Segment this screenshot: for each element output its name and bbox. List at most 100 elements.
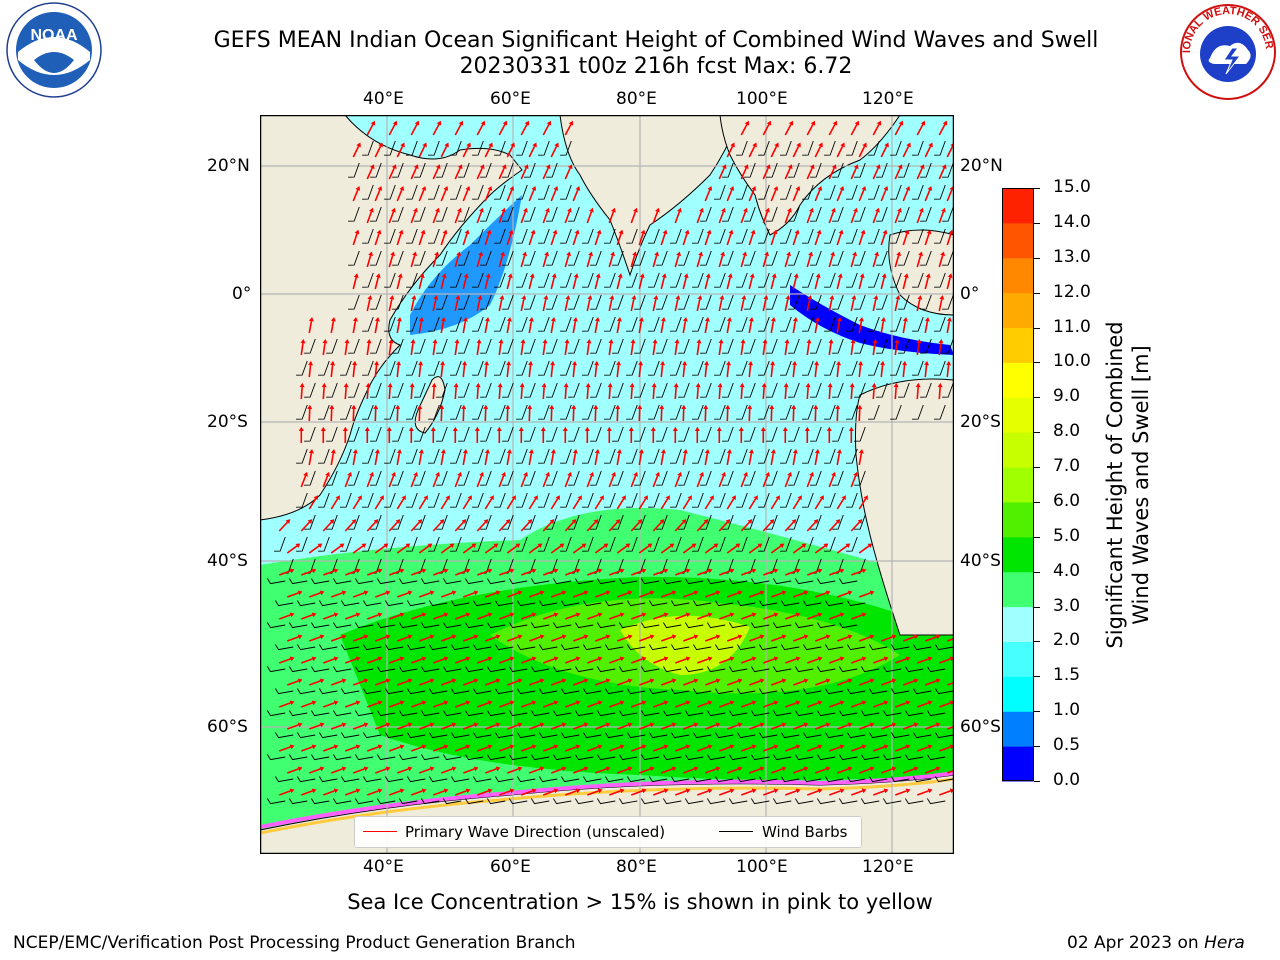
wave-arrow-head <box>869 678 875 684</box>
wave-direction-arrow <box>564 343 568 356</box>
wave-arrow-head <box>561 722 567 728</box>
wave-direction-arrow <box>704 680 717 686</box>
wave-arrow-head <box>673 382 679 388</box>
wind-barb <box>693 644 712 651</box>
wind-barb <box>854 382 866 398</box>
wind-barb <box>751 754 770 761</box>
wave-arrow-head <box>639 273 645 278</box>
colorbar-tick <box>1034 606 1040 608</box>
wave-direction-arrow <box>498 570 511 576</box>
wave-direction-arrow <box>902 277 907 290</box>
wave-direction-arrow <box>528 545 540 554</box>
wave-direction-arrow <box>374 145 382 158</box>
wave-arrow-head <box>443 185 449 191</box>
wave-direction-arrow <box>828 124 836 136</box>
wind-barb <box>803 600 822 607</box>
wave-direction-legend-label: Primary Wave Direction (unscaled) <box>405 823 666 841</box>
wind-barb <box>451 600 470 607</box>
wave-direction-arrow <box>388 475 395 488</box>
wind-barb <box>781 600 800 607</box>
wave-arrow-head <box>352 449 358 454</box>
wave-arrow-head <box>559 543 565 548</box>
wave-direction-arrow <box>946 277 951 290</box>
wave-arrow-head <box>638 360 644 366</box>
wave-arrow-head <box>729 656 735 662</box>
wave-arrow-head <box>641 788 647 794</box>
wind-barb <box>458 382 470 398</box>
wave-arrow-head <box>500 251 506 257</box>
wind-barb <box>583 600 602 607</box>
wave-direction-arrow <box>616 545 628 554</box>
wind-barb <box>766 426 778 442</box>
wind-barb <box>355 798 374 805</box>
wind-barb <box>898 250 910 266</box>
wave-arrow-head <box>383 543 389 548</box>
wave-direction-arrow <box>344 790 357 796</box>
wind-barb <box>648 448 660 464</box>
wind-barb <box>626 536 638 552</box>
wave-direction-arrow <box>836 592 849 598</box>
wind-barb <box>648 228 660 244</box>
wave-direction-arrow <box>300 570 313 576</box>
wave-direction-arrow <box>608 343 612 356</box>
wave-arrow-head <box>554 142 559 148</box>
wave-direction-arrow <box>564 702 577 708</box>
wave-arrow-head <box>385 634 391 640</box>
wind-barb <box>392 514 404 530</box>
wave-arrow-head <box>696 338 702 344</box>
wind-barb <box>539 776 558 783</box>
wind-barb <box>348 250 360 266</box>
wave-direction-arrow <box>586 614 599 620</box>
wave-arrow-head <box>596 229 602 235</box>
wave-direction-arrow <box>528 724 541 730</box>
colorbar-tick-label: 15.0 <box>1053 177 1091 197</box>
wave-arrow-head <box>377 700 383 706</box>
wind-barb <box>868 272 880 288</box>
wind-barb <box>326 426 338 442</box>
wave-arrow-head <box>882 229 888 235</box>
wind-barb <box>861 754 880 761</box>
wave-arrow-head <box>540 426 546 432</box>
wave-arrow-head <box>435 471 440 477</box>
wind-barb <box>832 206 844 222</box>
wind-barb <box>803 732 822 739</box>
wave-direction-arrow <box>770 453 775 466</box>
wind-barb <box>289 622 308 629</box>
wave-direction-arrow <box>374 636 387 642</box>
wave-arrow-head <box>748 449 754 454</box>
wind-barb <box>913 732 932 739</box>
wave-direction-arrow <box>770 680 783 686</box>
wind-barb <box>458 206 470 222</box>
wave-arrow-head <box>493 543 499 548</box>
wave-arrow-head <box>840 142 845 148</box>
wave-arrow-head <box>730 142 735 148</box>
wave-direction-arrow <box>836 189 843 202</box>
wave-direction-arrow <box>432 167 439 180</box>
wave-arrow-head <box>443 788 449 794</box>
wave-arrow-head <box>399 788 405 794</box>
wind-barb <box>825 600 844 607</box>
wind-barb <box>714 228 726 244</box>
wind-barb <box>802 140 814 156</box>
wind-barb <box>737 732 756 739</box>
wave-direction-arrow <box>718 475 725 488</box>
wind-barb <box>810 206 822 222</box>
wind-barb <box>450 404 462 420</box>
wave-direction-arrow <box>806 386 809 400</box>
wave-direction-arrow <box>630 746 643 752</box>
wind-barb <box>780 228 792 244</box>
wave-direction-arrow <box>550 321 555 334</box>
wind-barb <box>502 338 514 354</box>
wave-arrow-head <box>387 382 393 388</box>
wave-direction-arrow <box>286 768 299 774</box>
wave-direction-arrow <box>652 702 665 708</box>
wind-barb <box>311 578 330 585</box>
wave-direction-arrow <box>880 724 893 730</box>
wave-direction-arrow <box>704 364 708 378</box>
wave-arrow-head <box>333 788 339 794</box>
wave-direction-arrow <box>682 233 688 246</box>
wind-barb <box>810 426 822 442</box>
wind-barb <box>832 514 844 530</box>
wave-direction-arrow <box>748 277 753 290</box>
wave-arrow-head <box>322 338 328 344</box>
